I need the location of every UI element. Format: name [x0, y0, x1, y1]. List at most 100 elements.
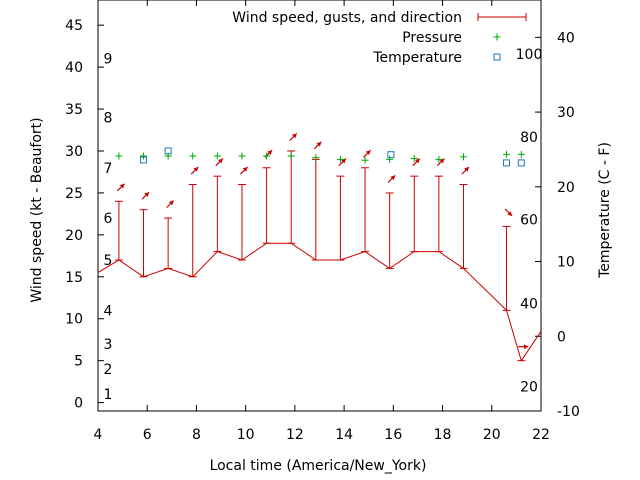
arrow-head — [242, 166, 248, 172]
wind-direction-arrow — [141, 191, 150, 200]
arrow-head — [390, 175, 396, 181]
y-left-tick-label: 10 — [65, 312, 83, 328]
y-left-tick-label: 15 — [65, 270, 83, 286]
temperature-point — [387, 151, 395, 159]
axis-frame-group: 4 6 8 10 12 14 16 18 20 22051015202530354045-1001… — [65, 0, 580, 443]
pressure-point — [312, 154, 320, 162]
beaufort-label: 3 — [104, 337, 113, 353]
arrow-head — [316, 141, 322, 147]
fahrenheit-label: 20 — [520, 379, 538, 395]
legend-label-2: Pressure — [402, 30, 462, 46]
fahrenheit-label: 80 — [520, 130, 538, 146]
arrow-head — [414, 158, 420, 164]
pressure-point — [361, 156, 369, 164]
wind-direction-arrow — [215, 158, 224, 167]
pressure-point — [189, 152, 197, 160]
pressure-point — [517, 150, 525, 158]
y-axis-right-title: Temperature (C - F) — [597, 142, 613, 279]
x-tick-label: 18 — [434, 427, 452, 443]
wind-direction-arrow — [166, 200, 175, 209]
beaufort-label: 6 — [104, 211, 113, 227]
fahrenheit-label: 40 — [520, 296, 538, 312]
legend-label-1: Wind speed, gusts, and direction — [232, 10, 462, 26]
data-series-group — [97, 133, 542, 362]
fahrenheit-label: 100 — [516, 47, 543, 63]
pressure-point — [503, 150, 511, 158]
beaufort-label: 7 — [104, 161, 113, 177]
pressure-point — [140, 152, 148, 160]
wind-direction-arrow — [289, 133, 298, 141]
legend-label-3: Temperature — [372, 50, 462, 66]
pressure-point — [263, 152, 271, 160]
wind-direction-arrow — [504, 208, 513, 217]
beaufort-label: 4 — [104, 303, 113, 319]
x-tick-label: 20 — [483, 427, 501, 443]
pressure-point — [386, 155, 394, 163]
arrow-head — [193, 166, 199, 172]
wind-direction-arrow — [461, 166, 470, 175]
pressure-point — [435, 155, 443, 163]
y-left-tick-label: 40 — [65, 60, 83, 76]
y-left-tick-label: 45 — [65, 18, 83, 34]
wind-direction-arrow — [412, 158, 421, 167]
wind-direction-arrow — [363, 149, 371, 158]
temperature-point — [140, 156, 148, 164]
pressure-point — [459, 153, 467, 161]
x-tick-label: 16 — [384, 427, 402, 443]
temperature-point — [503, 159, 511, 167]
arrow-head — [523, 344, 529, 350]
pressure-point — [115, 152, 123, 160]
arrow-head — [144, 192, 150, 197]
plot-frame — [97, 0, 542, 412]
x-tick-label: 4 — [94, 427, 103, 443]
y-right-tick-label: 40 — [557, 30, 575, 46]
pressure-point — [238, 152, 246, 160]
x-tick-label: 14 — [335, 427, 353, 443]
fahrenheit-label: 60 — [520, 213, 538, 229]
arrow-head — [365, 150, 371, 156]
arrow-head — [507, 211, 513, 217]
arrow-head — [464, 166, 470, 172]
x-tick-label: 6 — [143, 427, 152, 443]
wind-direction-arrow — [313, 141, 322, 150]
arrow-head — [168, 200, 174, 206]
y-left-tick-label: 5 — [74, 354, 83, 370]
y-right-tick-label: 30 — [557, 105, 575, 121]
beaufort-label: 1 — [104, 387, 113, 403]
y-right-tick-label: 10 — [557, 255, 575, 271]
wind-direction-arrow — [240, 166, 248, 175]
y-right-tick-label: 0 — [557, 329, 566, 345]
arrow-head — [218, 158, 223, 164]
x-tick-label: 22 — [532, 427, 550, 443]
y-right-tick-label: 20 — [557, 180, 575, 196]
pressure-point — [410, 155, 418, 163]
wind-speed-line — [97, 242, 542, 362]
y-left-tick-label: 30 — [65, 144, 83, 160]
arrow-head — [291, 133, 297, 139]
wind-direction-arrow — [116, 183, 125, 192]
pressure-point — [336, 155, 344, 163]
x-axis-title: Local time (America/New_York) — [210, 458, 427, 474]
y-left-tick-label: 25 — [65, 186, 83, 202]
legend-swatch-temperature — [493, 53, 501, 61]
arrow-head — [119, 183, 125, 189]
beaufort-label: 5 — [104, 253, 113, 269]
pressure-point — [213, 152, 221, 160]
arrow-head — [267, 150, 273, 156]
x-tick-label: 12 — [286, 427, 304, 443]
legend: Wind speed, gusts, and direction Pressure… — [232, 10, 527, 66]
y-left-tick-label: 20 — [65, 228, 83, 244]
wind-direction-arrow — [518, 344, 529, 350]
beaufort-label: 9 — [104, 52, 113, 68]
wind-direction-arrow — [387, 174, 396, 183]
x-tick-label: 10 — [237, 427, 255, 443]
wind-direction-arrow — [190, 166, 199, 175]
temperature-point — [517, 159, 525, 167]
pressure-point — [287, 152, 295, 160]
x-tick-label: 8 — [192, 427, 201, 443]
y-left-tick-label: 0 — [74, 396, 83, 412]
y-left-tick-label: 35 — [65, 102, 83, 118]
y-axis-left-title: Wind speed (kt - Beaufort) — [29, 117, 45, 302]
axis-labels-group: Local time (America/New_York) Wind speed… — [29, 117, 613, 474]
